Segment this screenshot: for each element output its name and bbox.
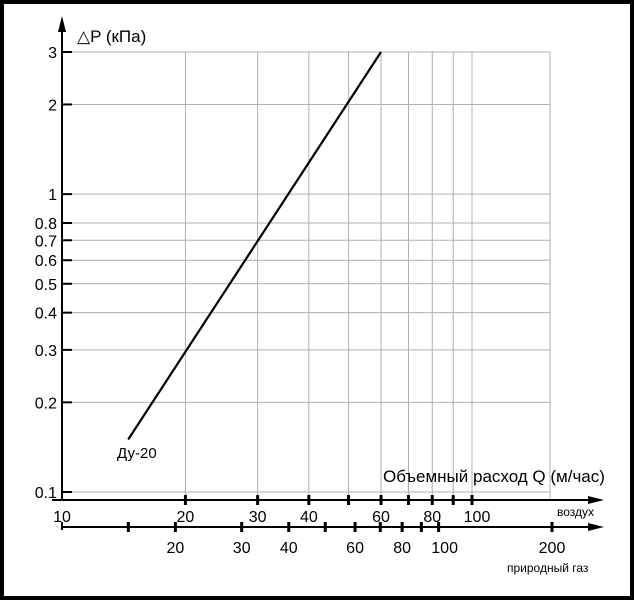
x-axis-title: Объемный расход Q (м/час)	[383, 467, 605, 486]
y-tick-label: 2	[48, 97, 57, 114]
air-tick-label: 10	[53, 509, 71, 526]
air-tick-label: 30	[249, 509, 267, 526]
series	[127, 51, 382, 441]
air-tick-label: 100	[464, 509, 491, 526]
y-tick-label: 1	[48, 187, 57, 204]
air-tick-label: 40	[300, 509, 318, 526]
y-tick-label: 0.6	[35, 253, 57, 270]
series-line-du20	[127, 51, 382, 441]
air-axis-label: воздух	[557, 505, 594, 519]
gas-tick-label: 30	[233, 540, 251, 557]
air-tick-label: 80	[423, 509, 441, 526]
y-tick-label: 0.1	[35, 485, 57, 502]
air-tick-label: 60	[372, 509, 390, 526]
y-tick-label: 0.5	[35, 277, 57, 294]
y-axis-title: △P (кПа)	[77, 27, 146, 46]
labels: △P (кПа) Объемный расход Q (м/час) возду…	[77, 27, 605, 575]
gas-tick-label: 20	[166, 540, 184, 557]
y-tick-label: 0.2	[35, 395, 57, 412]
y-tick-label: 0.3	[35, 343, 57, 360]
y-tick-label: 0.8	[35, 216, 57, 233]
gas-tick-label: 40	[280, 540, 298, 557]
air-tick-label: 20	[177, 509, 195, 526]
gas-axis-arrow	[588, 523, 604, 531]
gas-tick-label: 80	[393, 540, 411, 557]
y-tick-label: 3	[48, 45, 57, 62]
gas-tick-label: 200	[539, 540, 566, 557]
grid	[62, 51, 551, 500]
gas-tick-label: 60	[346, 540, 364, 557]
y-axis-arrow	[58, 16, 66, 32]
y-tick-label: 0.7	[35, 233, 57, 250]
series-label-du20: Ду-20	[117, 445, 157, 462]
air-axis-arrow	[588, 496, 604, 504]
gas-tick-label: 100	[431, 540, 458, 557]
gas-axis-label: природный газ	[507, 561, 589, 575]
y-tick-label: 0.4	[35, 306, 57, 323]
